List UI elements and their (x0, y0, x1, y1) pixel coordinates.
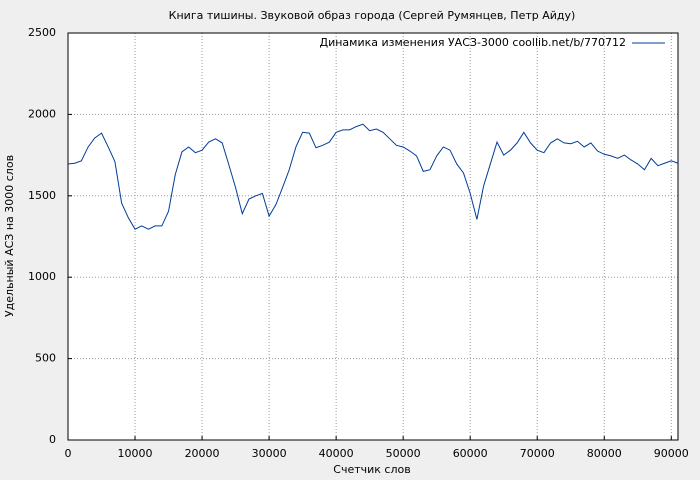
data-line (67, 123, 679, 230)
x-tick-label: 50000 (386, 447, 421, 460)
plot-frame (67, 32, 679, 441)
x-tick-label: 70000 (520, 447, 555, 460)
y-tick-label: 2000 (28, 107, 56, 120)
chart-title: Книга тишины. Звуковой образ города (Сер… (169, 9, 576, 22)
y-tick-label: 2500 (28, 26, 56, 39)
x-tick-label: 60000 (453, 447, 488, 460)
x-tick-label: 0 (65, 447, 72, 460)
x-axis-label: Счетчик слов (333, 463, 410, 476)
y-tick-label: 1000 (28, 270, 56, 283)
y-tick-label: 500 (35, 352, 56, 365)
y-tick-label: 1500 (28, 189, 56, 202)
plot-area (68, 33, 678, 440)
y-tick-label: 0 (49, 433, 56, 446)
x-tick-label: 30000 (252, 447, 287, 460)
x-tick-label: 10000 (118, 447, 153, 460)
x-tick-label: 40000 (319, 447, 354, 460)
x-tick-label: 80000 (587, 447, 622, 460)
x-tick-label: 90000 (654, 447, 689, 460)
x-tick-label: 20000 (185, 447, 220, 460)
y-axis-label: Удельный АСЗ на 3000 слов (3, 155, 16, 317)
legend-label: Динамика изменения УАСЗ-3000 coollib.net… (320, 36, 627, 49)
